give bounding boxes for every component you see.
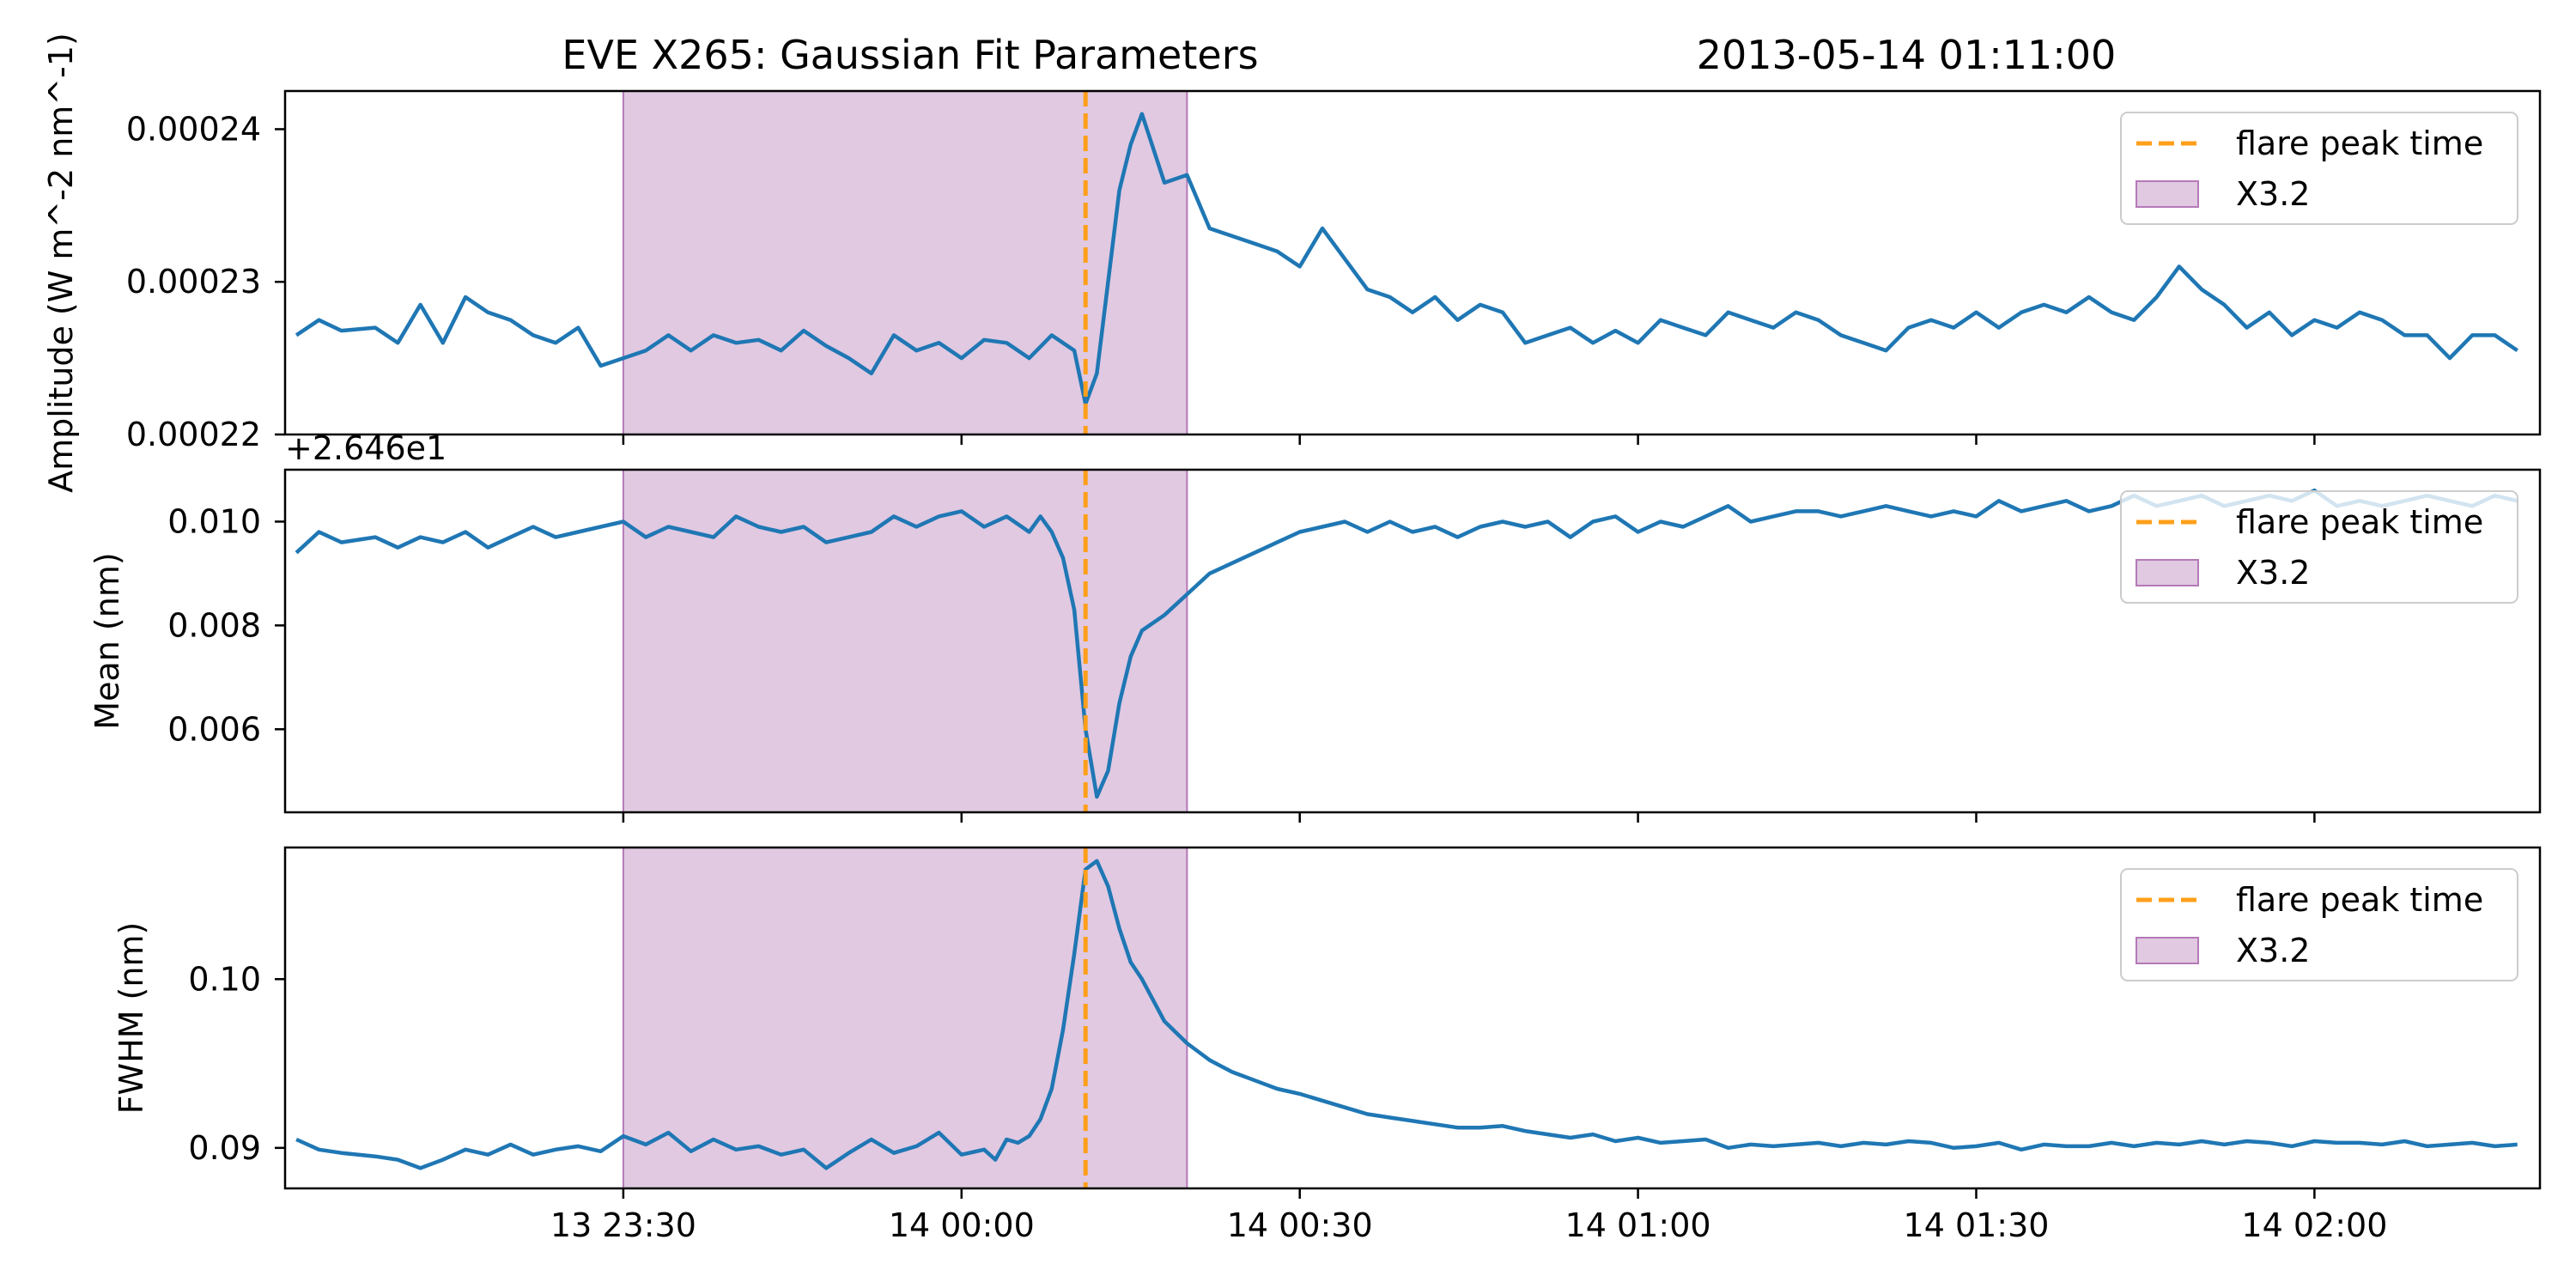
legend: flare peak time X3.2 [2120, 112, 2518, 225]
data-line [295, 112, 2518, 406]
axis-offset-label: +2.646e1 [285, 429, 447, 467]
legend-peak-label: flare peak time [2236, 881, 2483, 919]
x-tick-label: 13 23:30 [550, 1206, 696, 1244]
panel-1: 0.00022 0.00023 0.00024 Amplitude (W m^-2 n… [42, 33, 2542, 493]
flare-span [622, 469, 1188, 813]
x-tick-label: 14 02:00 [2241, 1206, 2387, 1244]
plot-frame [283, 89, 2542, 436]
legend-span-swatch [2136, 180, 2199, 208]
y-axis-label: Mean (nm) [88, 552, 126, 729]
data-line [295, 859, 2518, 1170]
legend-span-swatch [2136, 559, 2199, 586]
panels: 0.00022 0.00023 0.00024 Amplitude (W m^-2 n… [42, 33, 2542, 1244]
panel-2: 0.006 0.008 0.010 Mean (nm) +2.646e1 flare pe… [88, 429, 2542, 823]
flare-span [622, 90, 1188, 435]
y-tick-label: 0.10 [188, 960, 261, 998]
y-tick-label: 0.008 [167, 606, 261, 644]
legend-peak-label: flare peak time [2236, 125, 2483, 162]
plot-frame [283, 846, 2542, 1190]
legend-span-swatch [2136, 937, 2199, 964]
x-tick-label: 14 00:30 [1227, 1206, 1373, 1244]
legend-span-label: X3.2 [2236, 175, 2310, 213]
y-tick-label: 0.006 [167, 710, 261, 748]
figure-subtitle: 2013-05-14 01:11:00 [1697, 32, 2117, 78]
legend-box [2120, 868, 2518, 981]
y-tick-label: 0.00023 [126, 263, 261, 301]
legend-peak-label: flare peak time [2236, 503, 2483, 541]
y-axis-label: FWHM (nm) [112, 922, 150, 1115]
legend-span-label: X3.2 [2236, 554, 2310, 592]
y-tick-label: 0.00022 [126, 416, 261, 453]
legend: flare peak time X3.2 [2120, 868, 2518, 981]
y-axis-label: Amplitude (W m^-2 nm^-1) [42, 33, 80, 493]
x-tick-label: 14 00:00 [889, 1206, 1035, 1244]
legend: flare peak time X3.2 [2120, 490, 2518, 604]
x-tick-label: 14 01:00 [1565, 1206, 1711, 1244]
plot-frame [283, 468, 2542, 814]
figure-title: EVE X265: Gaussian Fit Parameters [562, 32, 1258, 78]
y-tick-label: 0.010 [167, 502, 261, 540]
x-tick-label: 14 01:30 [1904, 1206, 2050, 1244]
legend-box [2120, 112, 2518, 225]
y-tick-label: 0.00024 [126, 110, 261, 148]
y-tick-label: 0.09 [188, 1129, 261, 1167]
panel-3: 13 23:30 14 00:00 14 00:30 14 01:00 14 01:30… [112, 846, 2542, 1244]
legend-box [2120, 490, 2518, 604]
legend-span-label: X3.2 [2236, 932, 2310, 969]
flare-span [622, 847, 1188, 1189]
